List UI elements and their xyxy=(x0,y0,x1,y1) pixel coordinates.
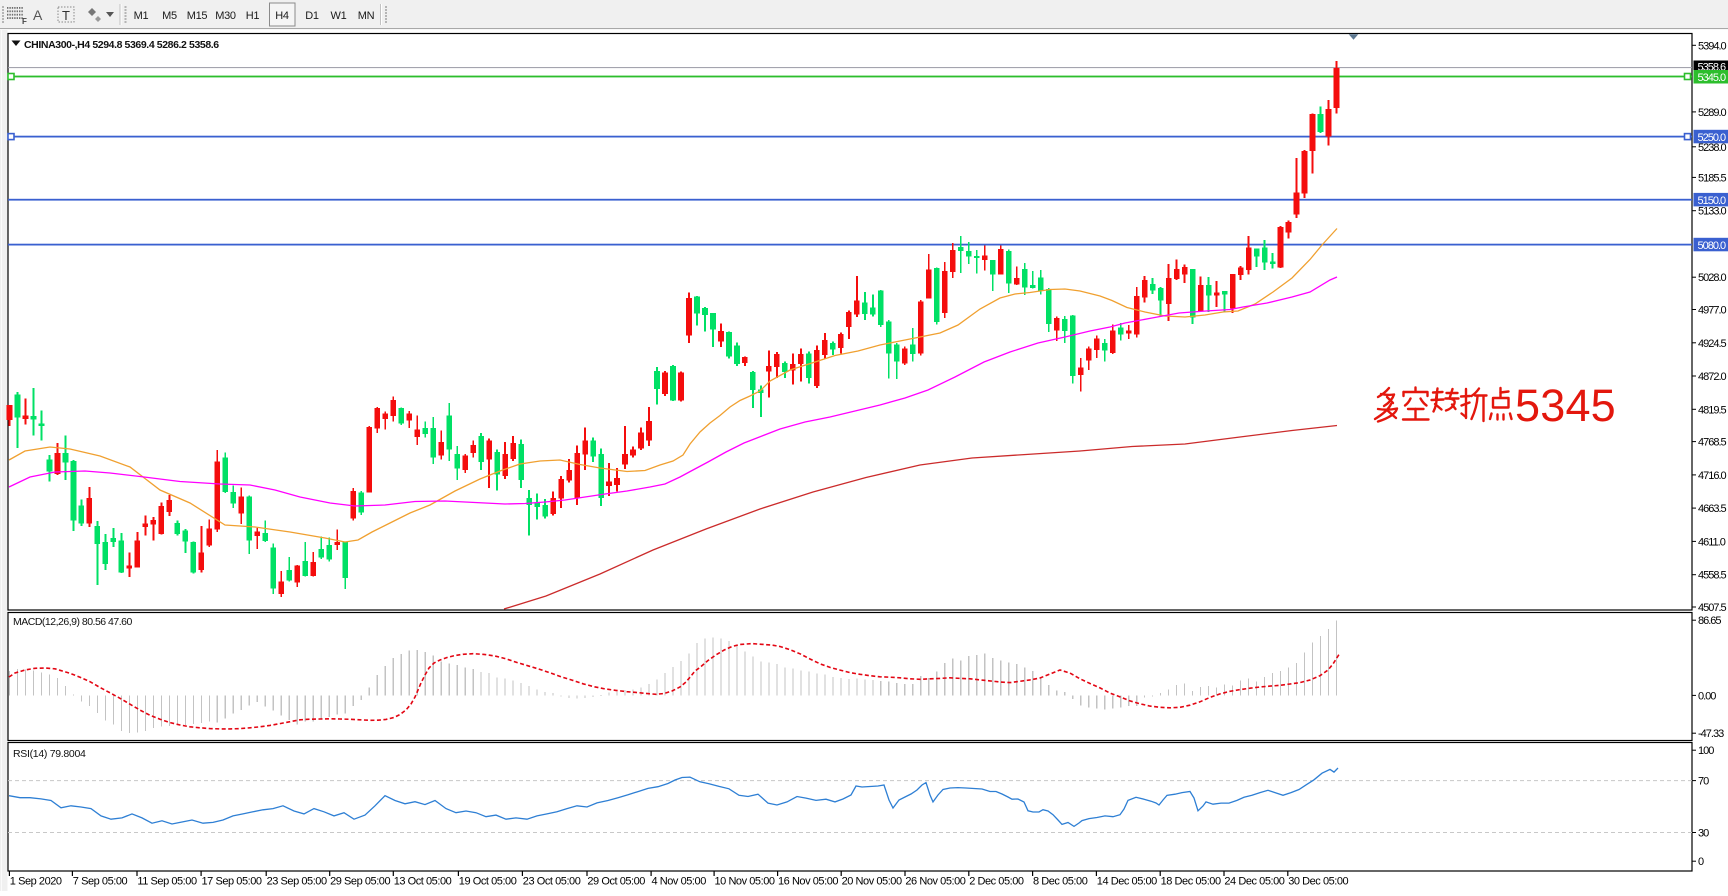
svg-text:13 Oct 05:00: 13 Oct 05:00 xyxy=(394,876,452,888)
svg-text:2 Dec 05:00: 2 Dec 05:00 xyxy=(969,876,1024,888)
svg-text:29 Sep 05:00: 29 Sep 05:00 xyxy=(330,876,390,888)
svg-text:4507.5: 4507.5 xyxy=(1698,602,1727,614)
svg-text:A: A xyxy=(33,7,43,23)
svg-text:11 Sep 05:00: 11 Sep 05:00 xyxy=(137,876,197,888)
svg-text:5394.0: 5394.0 xyxy=(1698,40,1727,52)
svg-text:1 Sep 2020: 1 Sep 2020 xyxy=(10,876,62,888)
svg-text:H4: H4 xyxy=(275,10,289,22)
svg-text:5080.0: 5080.0 xyxy=(1698,240,1727,252)
svg-text:20 Nov 05:00: 20 Nov 05:00 xyxy=(842,876,902,888)
svg-text:24 Dec 05:00: 24 Dec 05:00 xyxy=(1224,876,1284,888)
svg-text:5150.0: 5150.0 xyxy=(1698,195,1727,207)
svg-text:MN: MN xyxy=(358,10,375,22)
svg-text:30 Dec 05:00: 30 Dec 05:00 xyxy=(1288,876,1348,888)
svg-text:100: 100 xyxy=(1698,745,1714,757)
svg-text:29 Oct 05:00: 29 Oct 05:00 xyxy=(587,876,645,888)
svg-text:30: 30 xyxy=(1698,828,1709,840)
svg-text:4819.5: 4819.5 xyxy=(1698,404,1727,416)
svg-text:18 Dec 05:00: 18 Dec 05:00 xyxy=(1161,876,1221,888)
svg-text:14 Dec 05:00: 14 Dec 05:00 xyxy=(1097,876,1157,888)
svg-text:4611.0: 4611.0 xyxy=(1698,536,1726,548)
svg-text:5289.0: 5289.0 xyxy=(1698,107,1727,119)
svg-text:5028.0: 5028.0 xyxy=(1698,272,1727,284)
svg-text:5345: 5345 xyxy=(1515,380,1616,431)
svg-text:0: 0 xyxy=(1698,856,1704,868)
svg-text:MACD(12,26,9) 80.56 47.60: MACD(12,26,9) 80.56 47.60 xyxy=(13,616,132,628)
svg-text:T: T xyxy=(62,8,70,23)
svg-text:17 Sep 05:00: 17 Sep 05:00 xyxy=(202,876,262,888)
svg-text:F: F xyxy=(22,17,27,26)
svg-text:70: 70 xyxy=(1698,776,1709,788)
svg-text:4924.5: 4924.5 xyxy=(1698,338,1727,350)
svg-text:5250.0: 5250.0 xyxy=(1698,132,1727,144)
svg-text:23 Sep 05:00: 23 Sep 05:00 xyxy=(267,876,327,888)
svg-text:D1: D1 xyxy=(305,10,319,22)
svg-text:4977.0: 4977.0 xyxy=(1698,305,1727,317)
svg-text:M5: M5 xyxy=(162,10,177,22)
svg-text:4716.0: 4716.0 xyxy=(1698,470,1727,482)
svg-text:4663.5: 4663.5 xyxy=(1698,503,1727,515)
svg-text:7 Sep 05:00: 7 Sep 05:00 xyxy=(73,876,128,888)
svg-text:19 Oct 05:00: 19 Oct 05:00 xyxy=(459,876,517,888)
svg-text:10 Nov 05:00: 10 Nov 05:00 xyxy=(715,876,775,888)
svg-text:4768.5: 4768.5 xyxy=(1698,437,1727,449)
svg-text:86.65: 86.65 xyxy=(1698,615,1721,627)
svg-text:4 Nov 05:00: 4 Nov 05:00 xyxy=(652,876,707,888)
svg-text:M15: M15 xyxy=(187,10,208,22)
svg-text:0.00: 0.00 xyxy=(1698,690,1716,702)
svg-text:M30: M30 xyxy=(215,10,236,22)
svg-text:8 Dec 05:00: 8 Dec 05:00 xyxy=(1033,876,1088,888)
svg-text:H1: H1 xyxy=(246,10,260,22)
svg-text:16 Nov 05:00: 16 Nov 05:00 xyxy=(778,876,838,888)
svg-text:CHINA300-,H4 5294.8 5369.4 52: CHINA300-,H4 5294.8 5369.4 5286.2 5358.6 xyxy=(24,39,219,51)
svg-text:W1: W1 xyxy=(331,10,347,22)
svg-text:26 Nov 05:00: 26 Nov 05:00 xyxy=(905,876,965,888)
svg-text:-47.33: -47.33 xyxy=(1698,728,1724,740)
svg-text:5185.5: 5185.5 xyxy=(1698,172,1727,184)
svg-text:23 Oct 05:00: 23 Oct 05:00 xyxy=(523,876,581,888)
svg-text:RSI(14) 79.8004: RSI(14) 79.8004 xyxy=(13,748,86,760)
svg-text:4872.0: 4872.0 xyxy=(1698,371,1727,383)
svg-text:M1: M1 xyxy=(134,10,149,22)
svg-text:5133.0: 5133.0 xyxy=(1698,206,1727,218)
svg-text:5345.0: 5345.0 xyxy=(1698,72,1727,84)
svg-text:4558.5: 4558.5 xyxy=(1698,570,1727,582)
